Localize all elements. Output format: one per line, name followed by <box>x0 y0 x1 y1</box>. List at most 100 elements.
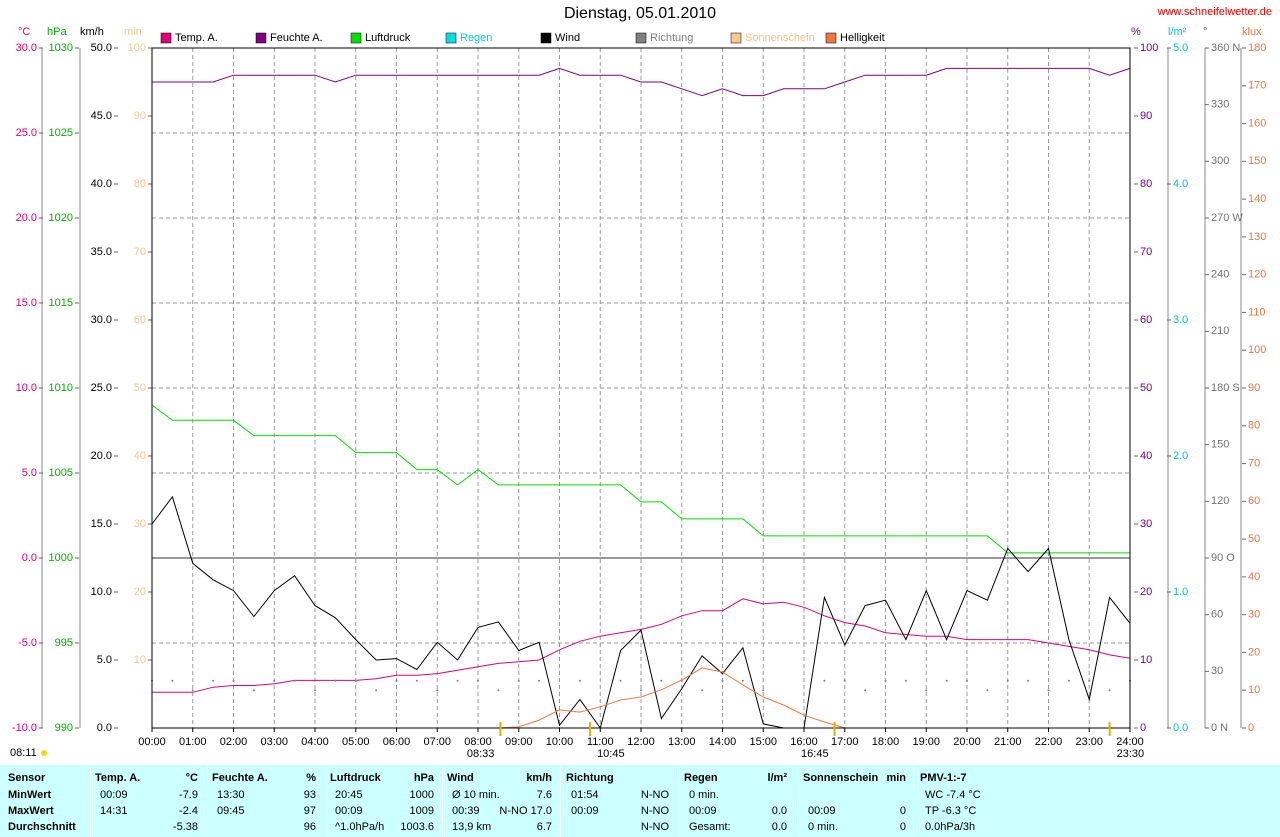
cell: Gesamt: <box>689 821 731 833</box>
direction-dot <box>966 679 968 682</box>
cell: N-NO 17.0 <box>499 805 552 817</box>
direction-dot <box>762 689 765 692</box>
row-label: MaxWert <box>8 805 54 817</box>
y-tick-label: 170 <box>1248 80 1266 92</box>
series-line <box>151 404 1130 554</box>
cell: 00:09 <box>689 805 717 817</box>
y-tick-label: 140 <box>1248 193 1266 205</box>
column-header: Temp. A. <box>95 772 141 784</box>
y-tick-label: 120 <box>1211 495 1229 507</box>
cell: 20:45 <box>335 789 363 801</box>
direction-dot <box>232 679 235 682</box>
x-tick-label: 18:00 <box>872 736 900 748</box>
y-tick-label: 90 <box>134 110 146 122</box>
y-tick-label: -5.0 <box>18 637 37 649</box>
cell: 0 min. <box>689 789 719 801</box>
legend-label: Temp. A. <box>175 32 218 44</box>
y-tick-label: 30.0 <box>16 42 37 54</box>
column-header: Richtung <box>566 772 614 784</box>
y-tick-label: 30 <box>1248 609 1260 621</box>
y-tick-label: 40 <box>1248 571 1260 583</box>
y-tick-label: 300 <box>1211 155 1229 167</box>
y-tick-label: 5.0 <box>97 654 112 666</box>
column-unit: min <box>886 772 906 784</box>
y-tick-label: 60 <box>1211 609 1223 621</box>
legend-swatch <box>255 32 267 44</box>
x-tick-label: 03:00 <box>260 736 288 748</box>
y-tick-label: 30 <box>134 518 146 530</box>
x-tick-label: 17:00 <box>831 736 859 748</box>
x-tick-label: 10:00 <box>546 736 574 748</box>
y-tick-label: 0 <box>1248 722 1254 734</box>
direction-dot <box>314 689 316 692</box>
y-tick-label: 3.0 <box>1173 314 1188 326</box>
y-tick-label: 0.0 <box>97 722 112 734</box>
y-tick-label: 4.0 <box>1173 178 1188 190</box>
y-tick-label: 360 N <box>1211 42 1240 54</box>
direction-dot <box>273 679 276 682</box>
x-tick-label: 24:00 <box>1116 736 1144 748</box>
direction-dot <box>538 679 541 682</box>
x-tick-label: 19:00 <box>912 736 940 748</box>
direction-dot <box>660 679 663 682</box>
direction-dot <box>1108 689 1111 692</box>
column-header: Luftdruck <box>330 772 381 784</box>
series-line <box>498 667 845 729</box>
legend-swatch <box>730 32 742 44</box>
y-tick-label: 10 <box>134 654 146 666</box>
cell: N-NO <box>640 789 669 801</box>
y-tick-label: 20.0 <box>16 212 37 224</box>
y-tick-label: 30 <box>1140 518 1152 530</box>
direction-dot <box>477 679 479 682</box>
legend-swatch <box>825 32 837 44</box>
x-tick-label: 20:00 <box>953 736 981 748</box>
y-tick-label: 50.0 <box>91 42 112 54</box>
y-tick-label: 20.0 <box>91 450 112 462</box>
column-unit: km/h <box>526 772 552 784</box>
axis-unit: ° <box>1203 26 1207 38</box>
direction-dot <box>191 689 194 692</box>
y-tick-label: 20 <box>1140 586 1152 598</box>
y-tick-label: 130 <box>1248 231 1266 243</box>
cell: 00:09 <box>571 805 599 817</box>
cell: 97 <box>303 805 316 817</box>
column-unit: l/m² <box>767 772 787 784</box>
y-tick-label: 40.0 <box>91 178 112 190</box>
cell: 1000 <box>409 789 434 801</box>
y-tick-label: 40 <box>1140 450 1152 462</box>
direction-dot <box>945 679 948 682</box>
y-tick-label: 100 <box>128 42 146 54</box>
axis-unit: % <box>1131 26 1141 38</box>
axis-unit: hPa <box>47 26 67 38</box>
cell: Ø 10 min. <box>452 789 500 801</box>
y-tick-label: 80 <box>134 178 146 190</box>
legend-swatch <box>160 32 172 44</box>
legend-label: Richtung <box>650 32 693 44</box>
table-header: Sensor <box>8 772 46 784</box>
cell: 0.0 <box>771 821 787 833</box>
cell: 09:45 <box>217 805 245 817</box>
direction-dot <box>415 679 418 682</box>
y-tick-label: 0.0 <box>1173 722 1188 734</box>
x-tick-label: 14:00 <box>709 736 737 748</box>
y-tick-label: 330 <box>1211 99 1229 111</box>
cell: 0.0 <box>771 805 787 817</box>
direction-dot <box>354 679 357 682</box>
direction-dot <box>1006 679 1009 682</box>
column-header: Regen <box>684 772 718 784</box>
series-line <box>151 495 1131 730</box>
direction-dot <box>904 679 907 682</box>
direction-dot <box>334 679 337 682</box>
y-tick-label: 50 <box>1248 533 1260 545</box>
column-unit: °C <box>185 772 198 784</box>
y-tick-label: 70 <box>134 246 146 258</box>
x-tick-label: 01:00 <box>179 736 207 748</box>
separator <box>90 767 91 837</box>
legend-label: Sonnenschein <box>745 32 815 44</box>
y-tick-label: 30.0 <box>91 314 112 326</box>
plot-frame <box>151 47 1131 729</box>
y-tick-label: 50 <box>1140 382 1152 394</box>
direction-dot <box>497 689 500 692</box>
cell: 96 <box>303 821 316 833</box>
